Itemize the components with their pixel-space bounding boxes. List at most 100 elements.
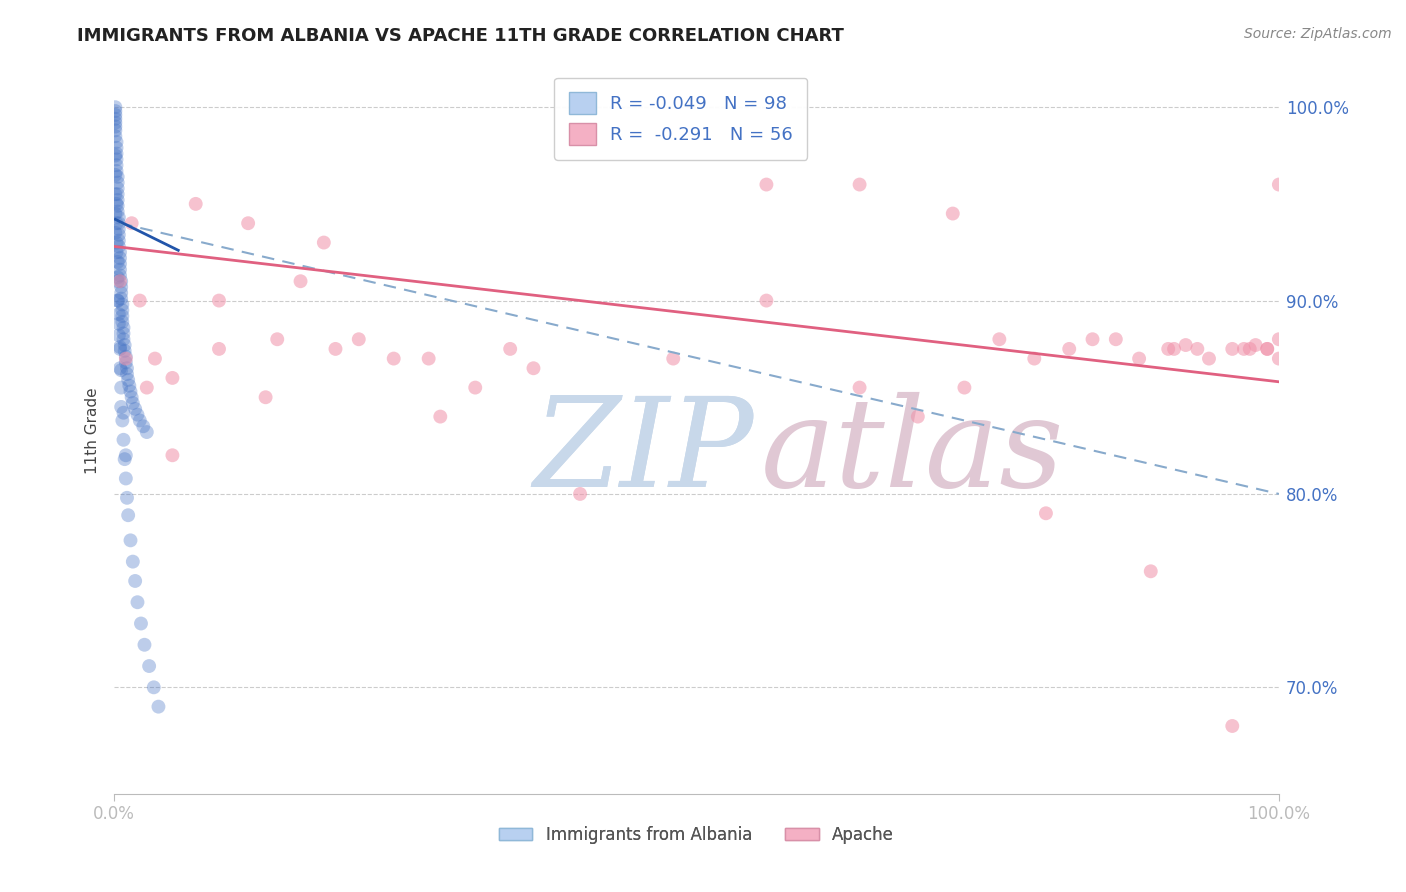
Point xyxy=(108,307,131,321)
Point xyxy=(117,373,139,387)
Point xyxy=(848,381,870,395)
Point xyxy=(1220,342,1243,356)
Point xyxy=(1239,342,1261,356)
Text: IMMIGRANTS FROM ALBANIA VS APACHE 11TH GRADE CORRELATION CHART: IMMIGRANTS FROM ALBANIA VS APACHE 11TH G… xyxy=(77,27,844,45)
Point xyxy=(120,384,142,399)
Point xyxy=(254,390,277,404)
Point xyxy=(115,367,138,381)
Point xyxy=(107,181,129,195)
Point xyxy=(108,262,131,277)
Point xyxy=(107,199,129,213)
Point xyxy=(110,400,132,414)
Point xyxy=(107,293,129,308)
Point xyxy=(108,227,131,242)
Point xyxy=(108,274,131,288)
Y-axis label: 11th Grade: 11th Grade xyxy=(86,388,100,475)
Point xyxy=(1035,506,1057,520)
Point xyxy=(104,226,127,240)
Point xyxy=(208,342,231,356)
Point xyxy=(114,452,136,467)
Point xyxy=(135,425,157,439)
Point xyxy=(107,274,129,288)
Point xyxy=(325,342,347,356)
Point xyxy=(111,297,134,311)
Point xyxy=(110,381,132,395)
Point xyxy=(117,508,139,523)
Point xyxy=(104,116,127,130)
Point xyxy=(104,100,127,114)
Point xyxy=(942,206,965,220)
Point xyxy=(104,108,127,122)
Point xyxy=(107,193,129,207)
Point xyxy=(1268,332,1291,346)
Legend: Immigrants from Albania, Apache: Immigrants from Albania, Apache xyxy=(492,819,901,851)
Point xyxy=(953,381,976,395)
Point xyxy=(110,292,132,306)
Point xyxy=(108,317,131,331)
Point xyxy=(108,245,131,260)
Point xyxy=(107,187,129,202)
Point xyxy=(1163,342,1185,356)
Point xyxy=(104,104,127,119)
Point xyxy=(236,216,259,230)
Point xyxy=(112,406,135,420)
Point xyxy=(1187,342,1209,356)
Point xyxy=(132,419,155,434)
Point xyxy=(108,342,131,356)
Point xyxy=(418,351,440,366)
Point xyxy=(110,280,132,294)
Point xyxy=(499,342,522,356)
Point xyxy=(114,338,136,352)
Point xyxy=(988,332,1011,346)
Point xyxy=(108,239,131,253)
Point xyxy=(662,351,685,366)
Point xyxy=(111,309,134,323)
Point xyxy=(1139,564,1161,578)
Point xyxy=(114,448,136,462)
Point xyxy=(1268,351,1291,366)
Point xyxy=(108,211,131,225)
Point xyxy=(1105,332,1128,346)
Point xyxy=(114,343,136,358)
Point xyxy=(107,270,129,285)
Point xyxy=(266,332,288,346)
Point xyxy=(208,293,231,308)
Point xyxy=(1198,351,1220,366)
Point xyxy=(105,153,128,167)
Point xyxy=(110,285,132,300)
Point xyxy=(312,235,335,250)
Point xyxy=(105,245,128,260)
Text: Source: ZipAtlas.com: Source: ZipAtlas.com xyxy=(1244,27,1392,41)
Point xyxy=(105,164,128,178)
Point xyxy=(107,169,129,184)
Point xyxy=(111,303,134,318)
Point xyxy=(127,595,149,609)
Point xyxy=(290,274,312,288)
Point xyxy=(121,555,143,569)
Point xyxy=(108,216,131,230)
Point xyxy=(108,234,131,248)
Point xyxy=(118,378,141,392)
Point xyxy=(112,320,135,334)
Point xyxy=(105,146,128,161)
Point xyxy=(114,471,136,485)
Point xyxy=(142,681,165,695)
Point xyxy=(522,361,544,376)
Point xyxy=(105,141,128,155)
Point xyxy=(105,235,128,250)
Point xyxy=(755,293,778,308)
Point xyxy=(108,222,131,236)
Point xyxy=(105,216,128,230)
Point xyxy=(755,178,778,192)
Point xyxy=(1220,719,1243,733)
Point xyxy=(124,401,146,416)
Point xyxy=(108,340,131,354)
Point xyxy=(1268,178,1291,192)
Point xyxy=(105,158,128,172)
Point xyxy=(382,351,405,366)
Point xyxy=(121,396,143,410)
Point xyxy=(108,268,131,283)
Point xyxy=(1128,351,1150,366)
Point xyxy=(1256,342,1278,356)
Point xyxy=(104,129,127,144)
